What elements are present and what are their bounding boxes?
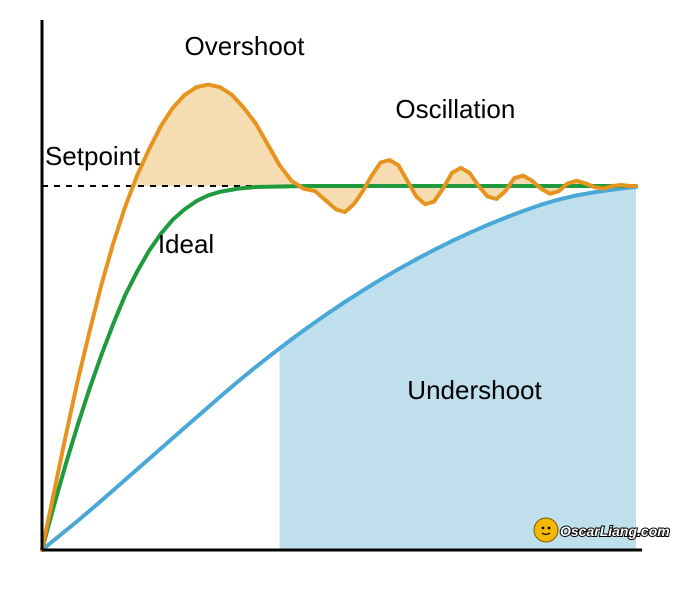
label-overshoot: Overshoot [185, 31, 305, 62]
chart-svg: OscarLiang.com [0, 0, 674, 600]
pid-response-chart: OscarLiang.com Setpoint Overshoot Oscill… [0, 0, 674, 600]
watermark-text: OscarLiang.com [560, 523, 670, 539]
label-ideal: Ideal [158, 229, 214, 260]
watermark-icon [534, 518, 558, 542]
label-oscillation: Oscillation [395, 94, 515, 125]
label-undershoot: Undershoot [407, 375, 541, 406]
label-setpoint: Setpoint [45, 141, 140, 172]
